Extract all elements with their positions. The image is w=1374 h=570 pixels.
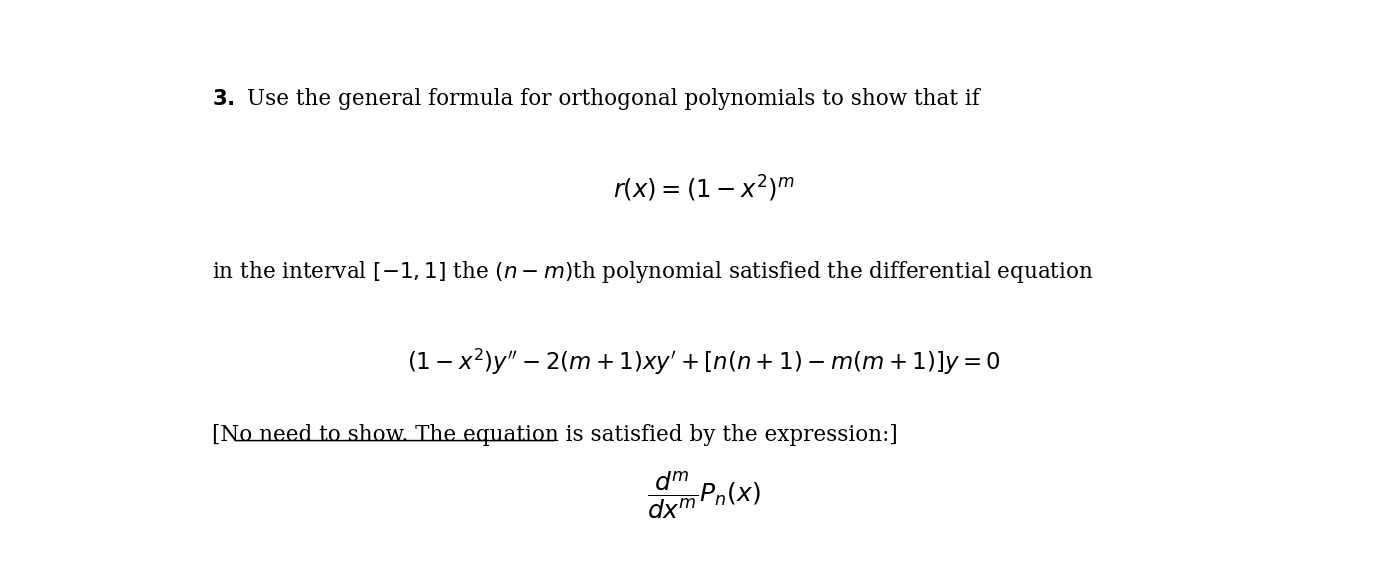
Text: $\mathbf{3.}$: $\mathbf{3.}$ [212, 88, 235, 110]
Text: [No need to show. The equation is satisfied by the expression:]: [No need to show. The equation is satisf… [212, 424, 899, 446]
Text: $(1 - x^2)y^{\prime\prime} - 2(m + 1)xy^{\prime} + [n(n + 1) - m(m + 1)]y = 0$: $(1 - x^2)y^{\prime\prime} - 2(m + 1)xy^… [407, 347, 1002, 377]
Text: in the interval $[-1,1]$ the $(n - m)$th polynomial satisfied the differential e: in the interval $[-1,1]$ the $(n - m)$th… [212, 259, 1094, 286]
Text: $r(x) = (1 - x^2)^m$: $r(x) = (1 - x^2)^m$ [613, 174, 796, 204]
Text: Use the general formula for orthogonal polynomials to show that if: Use the general formula for orthogonal p… [247, 88, 980, 110]
Text: $\dfrac{d^m}{dx^m} P_n(x)$: $\dfrac{d^m}{dx^m} P_n(x)$ [647, 470, 761, 522]
